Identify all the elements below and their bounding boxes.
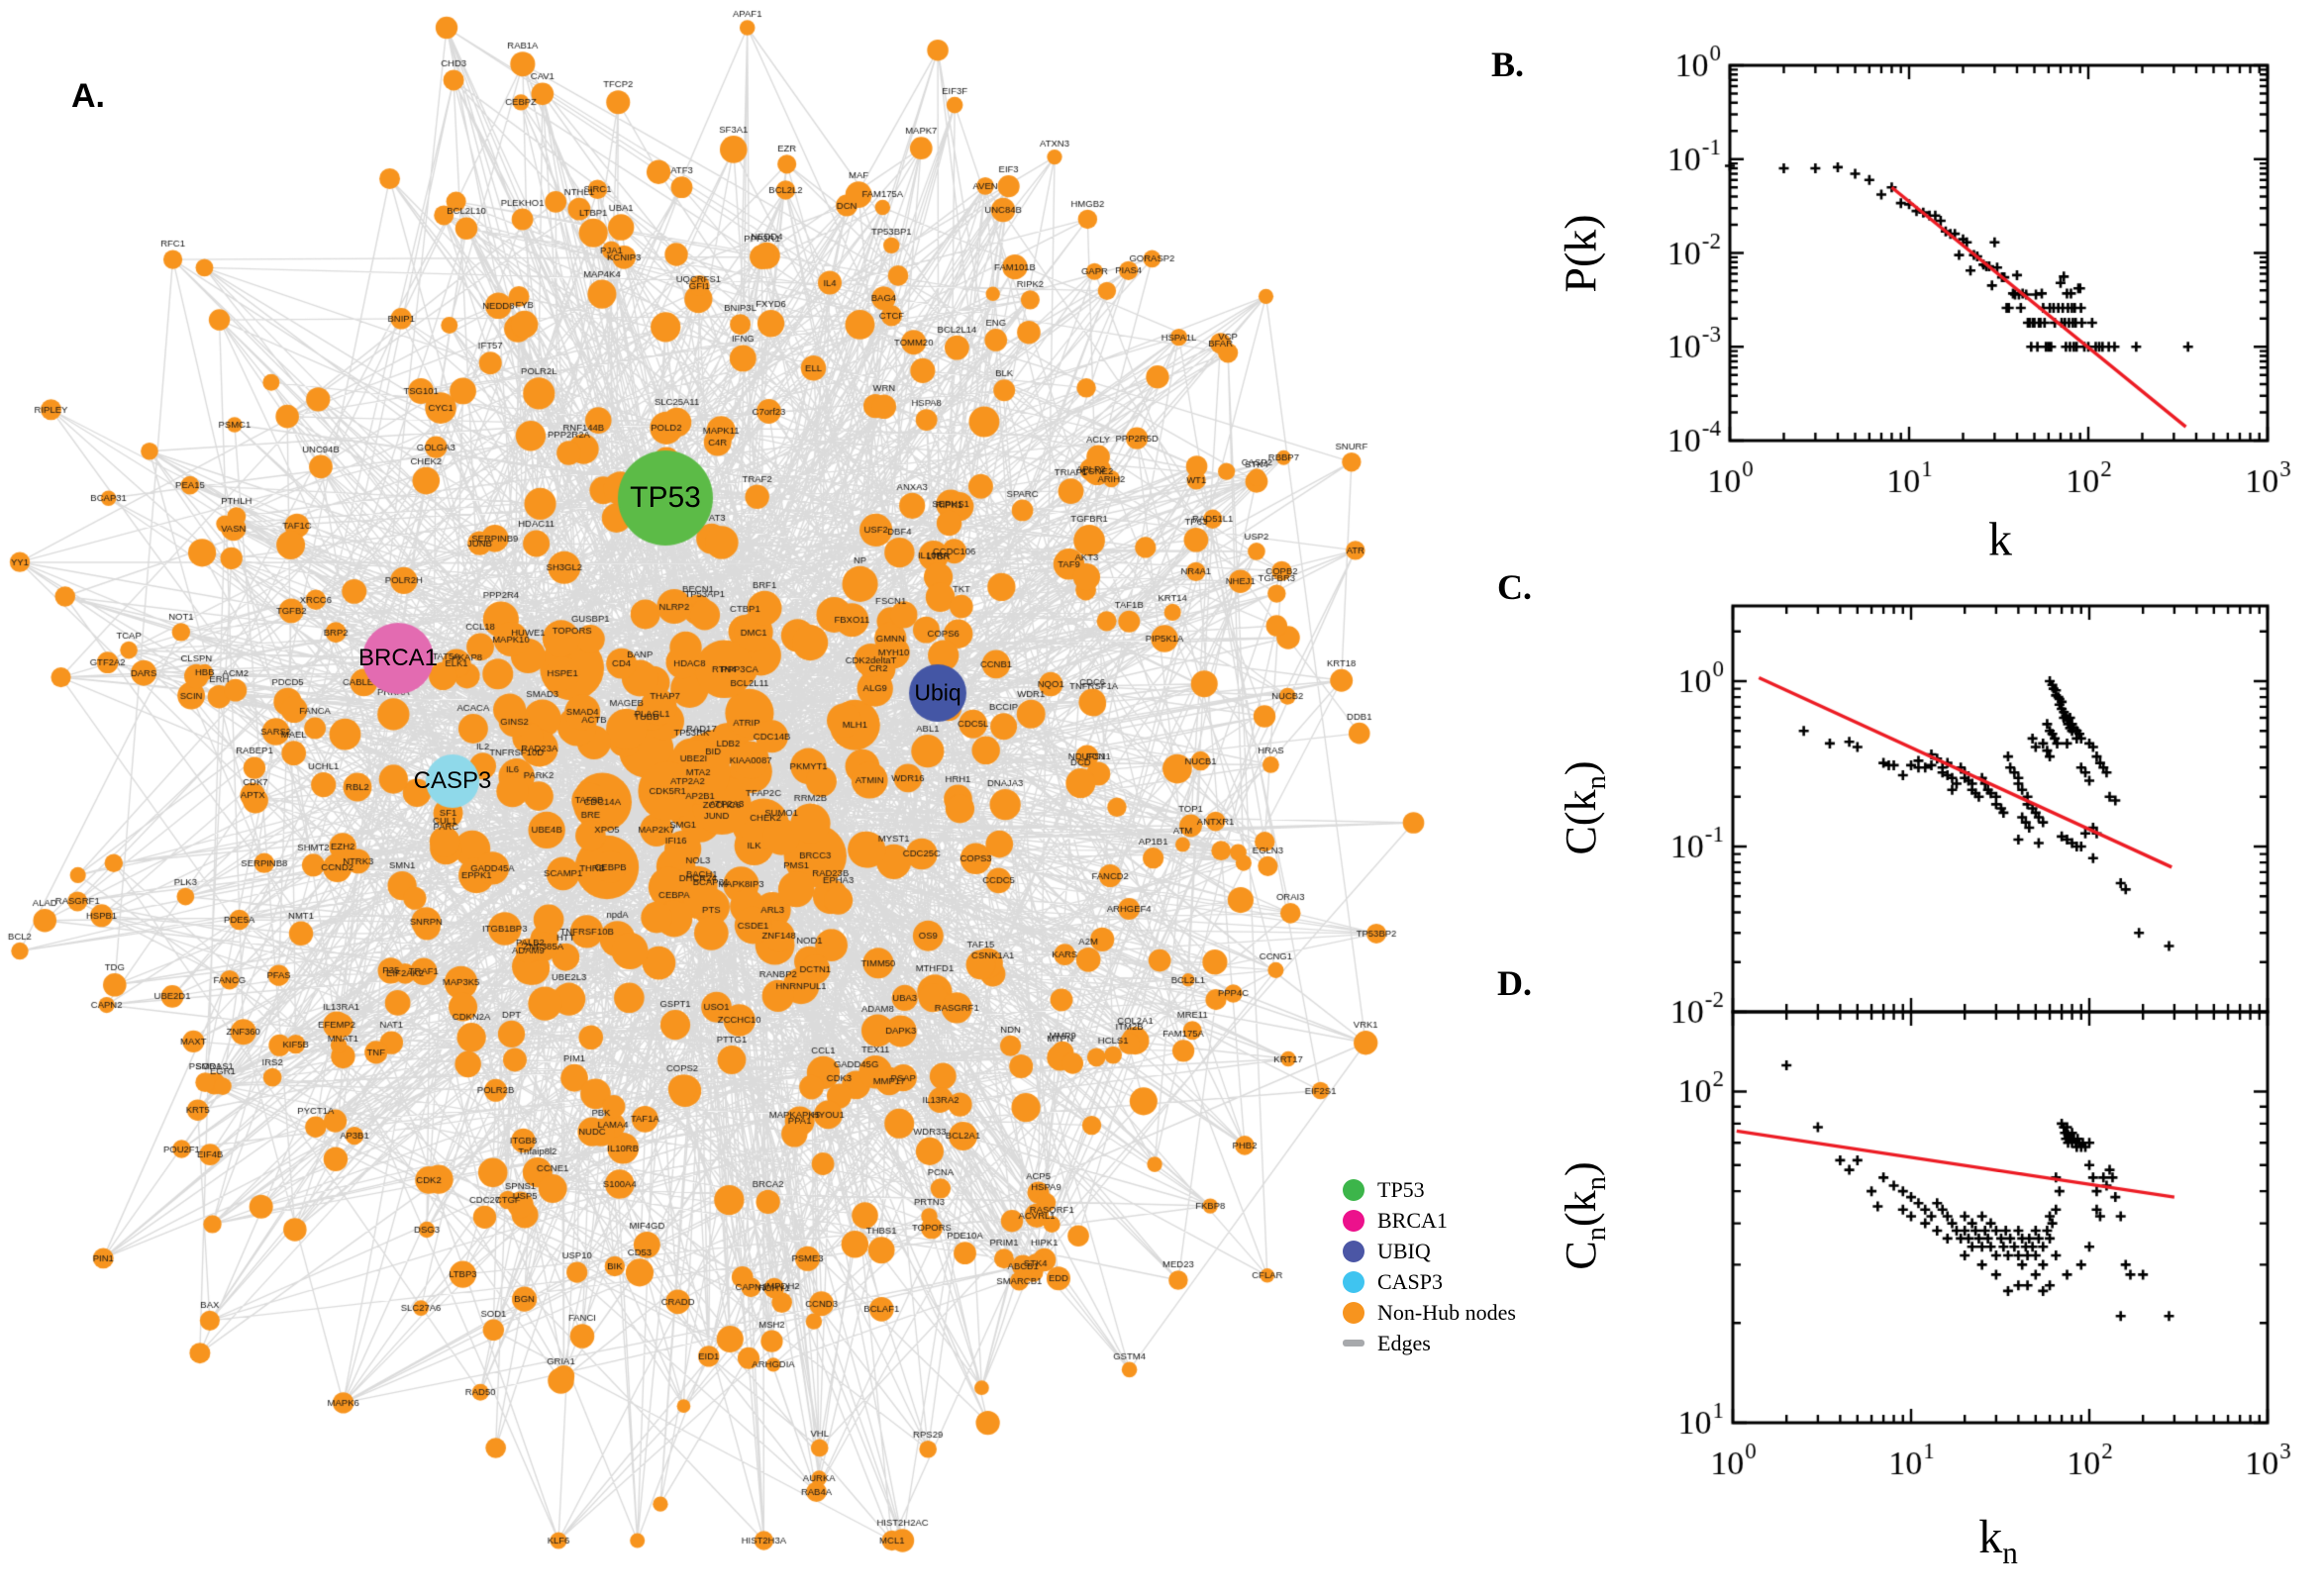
nonhub-legend-dot-icon [1343, 1301, 1364, 1324]
panel-label-d: D. [1497, 963, 1532, 1003]
legend-item-edges: Edges [1343, 1328, 1516, 1358]
legend-label: UBIQ [1377, 1238, 1431, 1263]
y-axis-label-panel-d: Cn(kn) [1557, 1161, 1612, 1270]
legend-item-casp3: CASP3 [1343, 1266, 1516, 1297]
brca1-legend-dot-icon [1343, 1209, 1364, 1232]
legend-label: BRCA1 [1377, 1207, 1448, 1233]
legend-label: Edges [1377, 1330, 1431, 1355]
panel-label-a: A. [71, 77, 105, 115]
legend-item-brca1: BRCA1 [1343, 1205, 1516, 1236]
legend-label: Non-Hub nodes [1377, 1299, 1516, 1325]
ubiq-legend-dot-icon [1343, 1240, 1364, 1262]
x-axis-label-panel-d: kn [1978, 1511, 2018, 1570]
casp3-legend-dot-icon [1343, 1270, 1364, 1293]
legend-item-nonhub: Non-Hub nodes [1343, 1297, 1516, 1328]
y-axis-label-panel-c: C(kn) [1557, 760, 1612, 855]
y-axis-label-panel-b: P(k) [1555, 214, 1606, 293]
hub-label-tp53: TP53 [630, 481, 701, 514]
tp53-legend-dot-icon [1343, 1178, 1364, 1201]
panel-label-c: C. [1497, 567, 1532, 607]
edge-legend-dash-icon [1343, 1340, 1364, 1347]
hub-label-casp3: CASP3 [413, 767, 492, 794]
legend-item-tp53: TP53 [1343, 1174, 1516, 1205]
hub-label-brca1: BRCA1 [357, 645, 439, 671]
panel-label-b: B. [1491, 45, 1525, 84]
legend: TP53 BRCA1 UBIQ CASP3 Non-Hub nodes Edge… [1337, 1172, 1522, 1360]
hub-label-ubiq: Ubiq [914, 679, 961, 706]
legend-label: CASP3 [1377, 1268, 1444, 1294]
legend-label: TP53 [1377, 1176, 1425, 1202]
legend-item-ubiq: UBIQ [1343, 1236, 1516, 1266]
x-axis-label-panel-b: k [1988, 513, 2012, 566]
